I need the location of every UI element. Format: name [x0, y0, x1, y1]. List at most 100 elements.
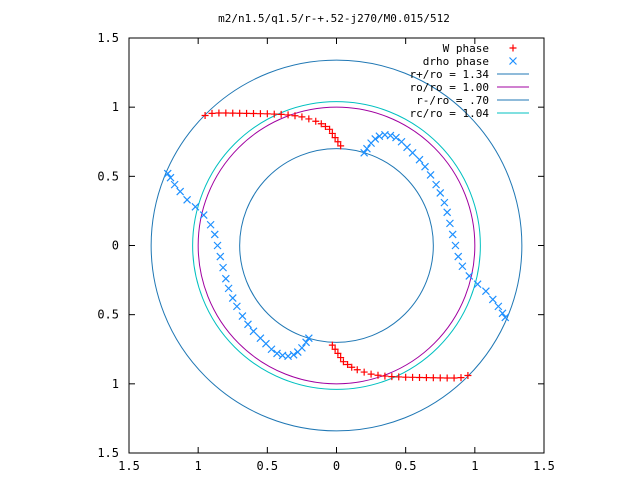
data-series — [163, 109, 510, 382]
axis-ticks: 1.5 1 0.5 0 0.5 1 1.51.510.500.511.5 — [97, 31, 555, 473]
legend-label: r+/ro = 1.34 — [410, 68, 490, 81]
data-point — [464, 372, 472, 380]
data-point — [446, 219, 454, 228]
data-point — [395, 373, 403, 381]
x-tick-label: 1 — [195, 459, 202, 473]
circle-r-1 — [197, 106, 476, 385]
data-point — [213, 241, 222, 250]
data-point — [458, 262, 467, 271]
data-point — [426, 171, 435, 179]
data-point — [263, 110, 271, 118]
data-point — [317, 120, 325, 128]
data-point — [215, 109, 223, 117]
data-point — [334, 349, 342, 357]
chart-title: m2/n1.5/q1.5/r-+.52-j270/M0.015/512 — [218, 12, 450, 25]
data-point — [501, 313, 510, 322]
x-tick-label: 1.5 — [533, 459, 555, 473]
data-point — [170, 180, 179, 189]
data-point — [222, 109, 230, 117]
data-point — [277, 110, 285, 118]
data-point — [302, 338, 310, 347]
data-point — [176, 187, 185, 196]
data-point — [206, 220, 215, 229]
data-point — [208, 109, 216, 117]
data-point — [238, 312, 247, 320]
data-point — [183, 195, 192, 204]
x-tick-label: 0.5 — [256, 459, 278, 473]
data-point — [363, 144, 371, 153]
data-point — [243, 109, 251, 117]
data-point — [443, 208, 452, 217]
data-point — [291, 112, 299, 120]
data-point — [249, 327, 258, 336]
y-tick-label: 0.5 — [97, 169, 119, 183]
data-point — [191, 202, 200, 211]
data-point — [199, 211, 208, 219]
data-point — [229, 109, 237, 117]
data-point — [498, 309, 507, 318]
y-tick-label: 1.5 — [97, 446, 119, 460]
data-point — [408, 148, 417, 157]
data-point — [392, 133, 400, 142]
data-point — [337, 354, 345, 362]
data-point — [321, 123, 329, 131]
y-tick-label: 1.5 — [97, 31, 119, 45]
data-point — [374, 371, 382, 379]
y-tick-label: 0.5 — [97, 308, 119, 322]
series-w-phase — [201, 109, 472, 382]
data-point — [448, 230, 457, 239]
data-point — [236, 109, 244, 117]
data-point — [216, 252, 225, 261]
data-point — [465, 272, 474, 280]
data-point — [244, 320, 252, 329]
data-point — [270, 110, 278, 118]
data-point — [409, 373, 417, 381]
data-point — [371, 135, 380, 143]
data-point — [436, 374, 444, 382]
x-tick-label: 0.5 — [395, 459, 417, 473]
data-point — [422, 374, 430, 382]
data-point — [224, 284, 233, 293]
data-point — [166, 173, 175, 182]
data-point — [429, 374, 437, 382]
data-point — [381, 372, 389, 380]
data-point — [432, 180, 441, 189]
data-point — [436, 189, 445, 197]
reference-circles — [150, 59, 523, 432]
data-point — [305, 115, 313, 123]
data-point — [481, 287, 490, 296]
data-point — [360, 368, 368, 376]
x-tick-label: 1 — [471, 459, 478, 473]
data-point — [232, 302, 241, 311]
data-point — [326, 125, 334, 133]
data-point — [210, 230, 219, 239]
data-point — [221, 274, 230, 283]
data-point — [256, 110, 264, 118]
data-point — [348, 363, 356, 371]
data-point — [457, 374, 465, 382]
legend-label: r-/ro = .70 — [416, 94, 489, 107]
circle-r-1p34 — [150, 59, 523, 432]
data-point — [273, 349, 281, 358]
series-drho-phase — [163, 130, 510, 361]
y-tick-label: 1 — [112, 100, 119, 114]
data-point — [284, 111, 292, 119]
data-point — [304, 334, 313, 343]
x-tick-label: 0 — [333, 459, 340, 473]
data-point — [256, 334, 265, 343]
data-point — [353, 366, 361, 374]
data-point — [250, 110, 257, 118]
data-point — [334, 138, 342, 146]
data-point — [386, 131, 395, 140]
x-tick-label: 1.5 — [118, 459, 140, 473]
data-point — [278, 351, 287, 360]
circle-r-0p7 — [239, 148, 434, 343]
data-point — [298, 113, 306, 121]
data-point — [219, 263, 227, 272]
legend-label: W phase — [443, 42, 489, 55]
data-point — [331, 134, 339, 142]
data-point — [488, 295, 497, 304]
data-point — [328, 129, 336, 137]
